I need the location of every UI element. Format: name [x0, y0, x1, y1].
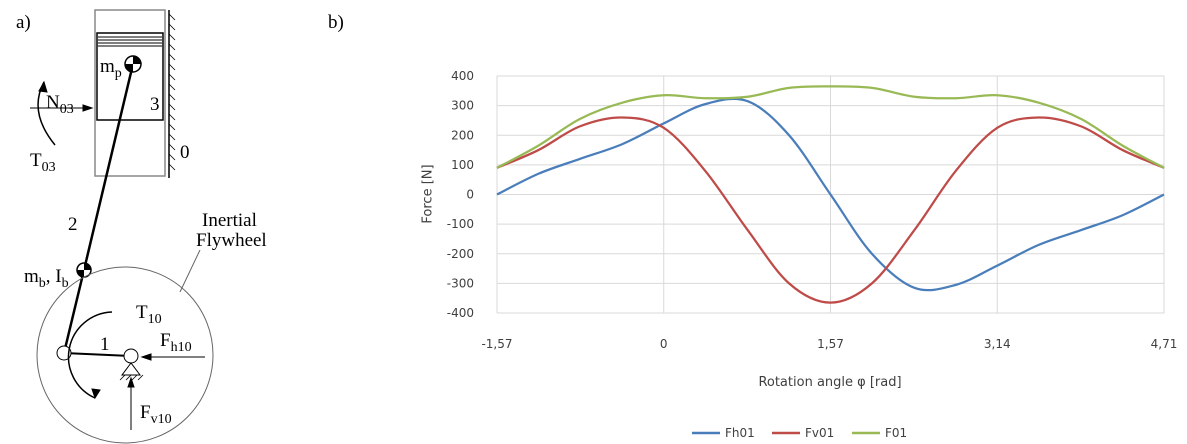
connecting-rod [82, 63, 135, 271]
legend-label: Fv01 [805, 426, 834, 440]
label-text: N [46, 92, 60, 113]
label: 3 [150, 94, 160, 115]
y-tick-label: -300 [447, 276, 474, 290]
torque-arrow [67, 311, 113, 399]
flywheel [36, 266, 214, 444]
label-sub: v10 [151, 412, 172, 427]
label: mb, Ib [24, 266, 69, 291]
y-axis-title: Force [N] [421, 164, 436, 223]
panel-label: b) [328, 12, 344, 33]
line-series [496, 116, 1165, 304]
y-tick-label: 0 [466, 188, 474, 202]
label: Fh10 [160, 330, 192, 355]
label-sub: 03 [60, 102, 74, 117]
x-tick-label: -1,57 [481, 337, 512, 351]
panel-label: a) [16, 12, 31, 33]
arrow-head [127, 376, 135, 388]
label: N03 [46, 92, 74, 117]
label: Fv10 [140, 402, 172, 427]
label-sub: h10 [171, 340, 192, 355]
label-text: F [140, 402, 151, 423]
arrow-head [91, 388, 101, 400]
mass-point [125, 56, 141, 72]
piston [96, 32, 164, 121]
label: 1 [100, 334, 110, 355]
crank [63, 352, 132, 357]
label-sub: b [39, 276, 46, 291]
piston-rings [98, 36, 162, 47]
connecting-rod [62, 269, 86, 354]
label-sub: b [62, 276, 69, 291]
cylinder [94, 9, 166, 177]
legend-label: Fh01 [725, 426, 755, 440]
legend-label: F01 [885, 426, 907, 440]
support [121, 362, 141, 376]
label-text: m [100, 56, 115, 77]
y-tick-label: -100 [447, 217, 474, 231]
mass-point [77, 263, 91, 277]
y-tick-label: -400 [447, 306, 474, 320]
y-tick-label: 400 [451, 69, 474, 83]
label-sub: p [115, 66, 122, 81]
line-series [496, 97, 1165, 292]
line-series [496, 85, 1165, 169]
hatching [119, 374, 144, 381]
x-tick-label: 3,14 [984, 337, 1011, 351]
y-tick-label: 100 [451, 158, 474, 172]
label-sub: 10 [148, 312, 162, 327]
label: Inertial [202, 210, 257, 231]
y-tick-label: 300 [451, 99, 474, 113]
label-text: T [136, 302, 148, 323]
y-tick-label: -200 [447, 247, 474, 261]
label: 2 [68, 214, 78, 235]
label-text: , I [46, 266, 62, 287]
leader-line [179, 249, 201, 293]
label: T03 [30, 150, 56, 175]
y-tick-label: 200 [451, 128, 474, 142]
x-tick-label: 4,71 [1151, 337, 1178, 351]
arrow-head [38, 80, 48, 93]
x-tick-label: 1,57 [817, 337, 844, 351]
joint [56, 345, 72, 361]
label: T10 [136, 302, 162, 327]
arrow-head [82, 104, 94, 112]
x-tick-label: 0 [660, 337, 668, 351]
label-text: T [30, 150, 42, 171]
arrow-head [140, 353, 152, 361]
hatching [168, 13, 176, 171]
joint [123, 348, 139, 364]
label: mp [100, 56, 122, 81]
label: Flywheel [196, 230, 267, 251]
mechanism-diagram: a) b) N03 T03 mp 3 0 [16, 9, 344, 444]
label-text: F [160, 330, 171, 351]
label: 0 [180, 142, 190, 163]
x-axis-title: Rotation angle φ [rad] [758, 375, 901, 390]
label-sub: 03 [42, 160, 56, 175]
label-text: m [24, 266, 39, 287]
